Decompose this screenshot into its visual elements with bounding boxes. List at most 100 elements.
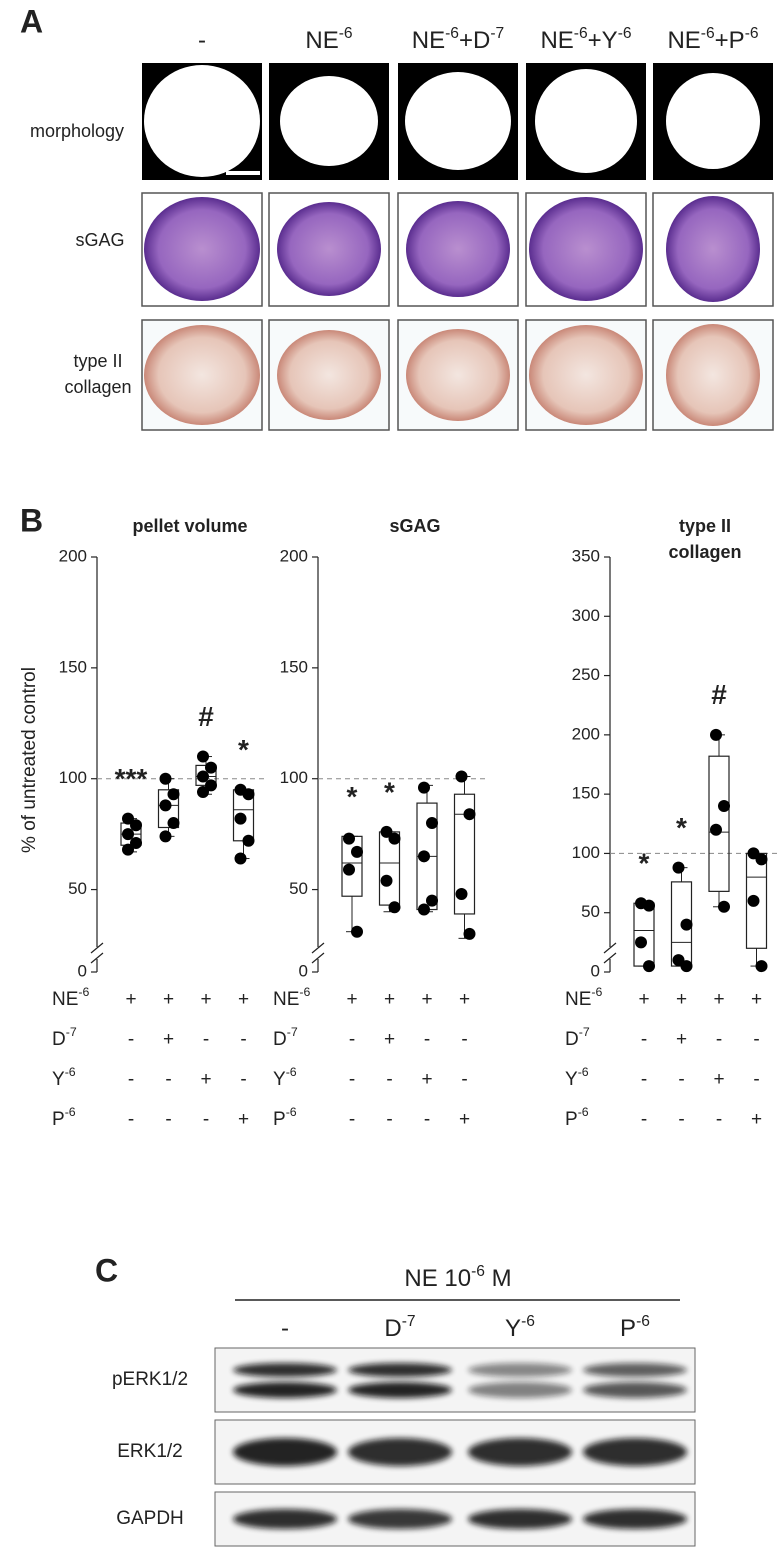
axis-break <box>90 952 104 964</box>
y-tick-label: 100 <box>572 843 600 862</box>
blot-row-label: ERK1/2 <box>117 1441 182 1462</box>
data-point <box>159 830 172 843</box>
column-header-part: NE <box>667 27 700 54</box>
data-point <box>159 799 172 812</box>
blot-row-label: GAPDH <box>116 1508 184 1529</box>
condition-mark: + <box>163 989 174 1010</box>
condition-label-part: -7 <box>287 1025 298 1039</box>
lane-label-part: - <box>281 1315 289 1342</box>
condition-mark: - <box>424 1029 430 1050</box>
chart-title: collagen <box>668 542 741 562</box>
condition-mark: - <box>386 1069 392 1090</box>
y-tick-label: 50 <box>289 879 308 898</box>
axis-break <box>603 952 617 964</box>
data-point <box>343 863 355 876</box>
data-point <box>380 825 393 838</box>
condition-mark: + <box>459 1109 470 1130</box>
data-point <box>755 853 768 866</box>
data-point <box>130 837 142 850</box>
column-header-part: -6 <box>701 25 715 42</box>
blot-header-part: M <box>485 1265 512 1292</box>
condition-mark: + <box>713 989 724 1010</box>
condition-mark: - <box>349 1069 355 1090</box>
data-point <box>718 800 730 812</box>
condition-label-part: -6 <box>65 1065 76 1079</box>
column-header-part: -6 <box>618 25 632 42</box>
condition-mark: - <box>641 1109 647 1130</box>
condition-mark: + <box>638 989 649 1010</box>
condition-mark: - <box>424 1109 430 1130</box>
condition-label-part: -7 <box>66 1025 77 1039</box>
pellet <box>529 325 643 425</box>
band <box>348 1438 452 1466</box>
condition-mark: + <box>676 1029 687 1050</box>
condition-label-part: Y <box>565 1069 578 1090</box>
condition-label-part: P <box>273 1109 286 1130</box>
column-header-part: -6 <box>445 25 459 42</box>
pellet <box>144 197 260 301</box>
condition-label-part: -6 <box>578 1065 589 1079</box>
data-point <box>680 918 693 931</box>
pellet <box>406 201 510 297</box>
lane-label-part: P <box>620 1315 636 1342</box>
data-point <box>167 788 180 801</box>
axis-break <box>90 942 104 954</box>
column-header: NE-6+P-6 <box>667 25 758 55</box>
data-point <box>380 874 393 887</box>
condition-mark: + <box>751 989 762 1010</box>
data-point <box>205 779 217 792</box>
condition-label: D-7 <box>52 1025 77 1050</box>
significance: * <box>238 734 249 765</box>
pellet <box>277 202 381 296</box>
column-header-part: -7 <box>490 25 504 42</box>
data-point <box>234 852 247 865</box>
condition-mark: - <box>753 1069 759 1090</box>
significance: *** <box>115 763 148 794</box>
condition-mark: - <box>203 1109 209 1130</box>
lane-label-part: -6 <box>521 1313 535 1330</box>
y-tick-label: 350 <box>572 546 600 565</box>
condition-label: P-6 <box>52 1105 76 1130</box>
condition-mark: - <box>716 1029 722 1050</box>
chart-title: type II <box>679 516 731 536</box>
data-point <box>635 936 647 949</box>
pellet <box>277 330 381 420</box>
condition-mark: - <box>349 1109 355 1130</box>
y-tick-label: 150 <box>280 657 308 676</box>
lane-label: - <box>281 1315 289 1342</box>
condition-mark: + <box>459 989 470 1010</box>
data-point <box>455 888 468 901</box>
band <box>583 1509 687 1529</box>
data-point <box>197 750 209 763</box>
column-header-part: +Y <box>588 27 618 54</box>
condition-label-part: -7 <box>579 1025 590 1039</box>
condition-mark: - <box>349 1029 355 1050</box>
y-tick-label: 50 <box>581 902 600 921</box>
row-label: sGAG <box>75 230 124 250</box>
condition-mark: + <box>421 989 432 1010</box>
band <box>468 1363 572 1377</box>
chart-title: sGAG <box>389 516 440 536</box>
condition-label-part: NE <box>52 989 78 1010</box>
data-point <box>234 812 247 825</box>
axis-break <box>311 952 325 964</box>
column-header-part: - <box>198 27 206 54</box>
condition-mark: - <box>386 1109 392 1130</box>
significance: # <box>198 701 214 732</box>
data-point <box>351 845 363 858</box>
condition-mark: - <box>240 1029 246 1050</box>
data-point <box>122 843 134 856</box>
data-point <box>205 761 217 774</box>
box <box>708 755 730 892</box>
data-point <box>426 817 438 830</box>
condition-mark: - <box>128 1029 134 1050</box>
column-header-part: +D <box>459 27 490 54</box>
condition-label-part: -6 <box>78 985 89 999</box>
lane-label: Y-6 <box>505 1313 535 1343</box>
pellet <box>666 73 760 169</box>
pellet <box>144 325 260 425</box>
data-point <box>159 772 172 785</box>
data-point <box>343 832 355 845</box>
band <box>468 1509 572 1529</box>
condition-label: NE-6 <box>273 985 311 1010</box>
